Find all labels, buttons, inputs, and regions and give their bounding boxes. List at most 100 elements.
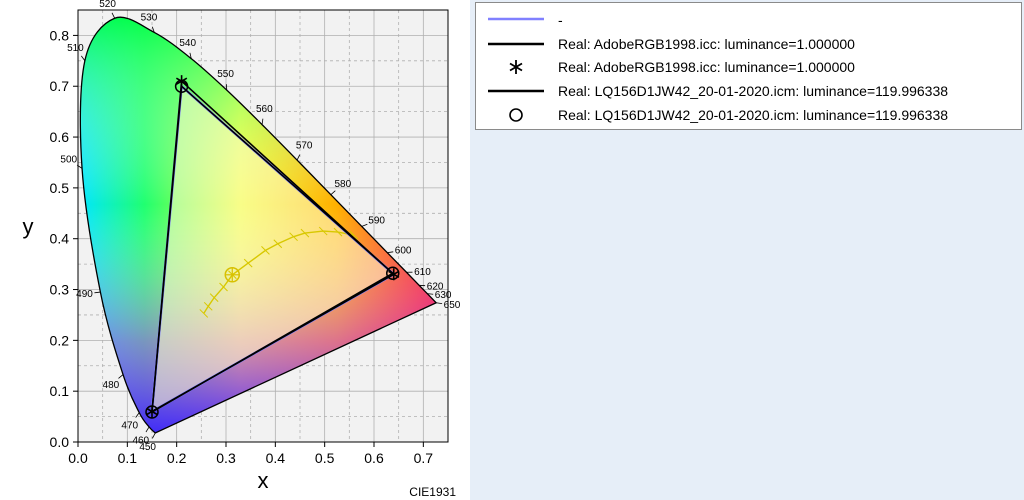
planckian-tick [243,258,253,268]
wavelength-tick [111,12,116,19]
wavelength-tick [296,154,301,161]
wavelength-label: 460 [132,436,149,447]
plot-frame [77,9,449,443]
planckian-tick [318,226,328,236]
legend-label: Real: AdobeRGB1998.icc: luminance=1.0000… [558,36,855,52]
blue-line-icon [488,17,544,21]
y-tick-label: 0.6 [50,129,70,145]
y-axis-label: y [23,214,34,239]
wavelength-label: 500 [60,154,77,165]
y-tick-label: 0.5 [50,180,70,196]
wavelength-tick [189,52,192,59]
wavelength-label: 490 [76,289,93,300]
wavelength-label: 470 [121,421,138,432]
legend-item-4: Real: LQ156D1JW42_20-01-2020.icm: lumina… [476,104,1021,126]
x-tick-label: 0.4 [266,450,286,466]
y-tick-label: 0.2 [50,332,70,348]
legend-label: Real: AdobeRGB1998.icc: luminance=1.0000… [558,59,855,75]
planckian-tick [289,232,298,242]
series-3 [151,84,394,414]
legend-label: - [558,12,563,28]
planckian-tick [209,293,219,303]
wavelength-label: 560 [256,104,273,115]
planckian-tick [273,239,283,249]
axes: 0.0 0.1 0.2 0.3 0.4 0.5 0.6 0.7 0.0 0.1 0.2 0.3 0.4 0… [50,27,434,466]
wavelength-tick [151,26,155,33]
wavelength-tick [330,190,336,195]
wavelength-label: 580 [334,179,351,190]
x-tick-label: 0.7 [414,450,434,466]
black-line-icon [488,42,544,46]
circle-marker [174,79,189,93]
y-tick-label: 0.0 [50,434,70,450]
star-marker [175,77,188,85]
wavelength-tick [80,55,86,61]
x-tick-label: 0.2 [167,450,187,466]
wavelength-tick [387,251,394,254]
y-tick-label: 0.7 [50,78,70,94]
wavelength-label: 650 [444,300,461,311]
wavelength-label: 520 [99,0,116,10]
legend-label: Real: LQ156D1JW42_20-01-2020.icm: lumina… [558,83,949,99]
series-4 [145,79,400,419]
gamut-fill [152,86,394,412]
planckian-tick [261,246,270,255]
wavelength-label: 510 [67,43,84,54]
spectral-locus-outline [79,16,438,434]
planckian-ticks [199,226,359,318]
wavelength-tick [361,223,368,227]
series-line [151,84,394,414]
legend-label: Real: LQ156D1JW42_20-01-2020.icm: lumina… [558,107,949,123]
x-tick-label: 0.6 [364,450,384,466]
wavelength-tick [135,412,140,418]
x-tick-label: 0.1 [118,450,138,466]
planckian-tick [219,282,228,292]
wavelength-label: 590 [368,216,385,227]
y-tick-label: 0.4 [50,231,70,247]
chart-footer: CIE1931 [409,485,456,499]
black-line-icon [488,89,544,93]
wavelength-tick [427,293,434,295]
wavelength-label: 530 [141,12,158,23]
x-tick-label: 0.5 [315,450,335,466]
star-marker [388,270,400,278]
legend-item-0: - [476,9,1021,31]
wavelength-label: 620 [427,281,444,292]
legend: - Real: AdobeRGB1998.icc: luminance=1.00… [475,2,1022,130]
wavelength-tick [261,118,264,125]
wavelength-tick [152,432,156,439]
wavelength-label: 540 [179,38,196,49]
legend-item-3: Real: LQ156D1JW42_20-01-2020.icm: lumina… [476,80,1021,102]
planckian-tick [300,228,310,238]
wavelength-label: 630 [435,290,452,301]
legend-item-2: Real: AdobeRGB1998.icc: luminance=1.0000… [476,56,1021,78]
star-marker-icon [509,60,523,74]
planckian-tick [349,230,359,240]
wavelength-tick [436,302,443,305]
legend-item-1: Real: AdobeRGB1998.icc: luminance=1.0000… [476,33,1021,55]
wavelength-tick [145,426,150,433]
circle-marker [385,266,400,281]
y-tick-label: 0.1 [50,383,70,399]
y-tick-label: 0.8 [50,27,70,43]
circle-marker-icon [509,108,523,122]
wavelength-tick [94,291,101,294]
wavelength-label: 600 [395,245,412,256]
chart-panel: 450 460 470 480 490 500 510 520 530 540 550 560 570 5… [0,0,470,500]
x-axis-label: x [258,468,269,493]
planckian-tick [333,227,343,237]
wavelength-label: 450 [139,442,156,453]
wavelength-label: 550 [217,69,234,80]
wavelength-tick [76,164,83,169]
wavelength-label: 610 [414,267,431,278]
circle-marker [145,405,159,419]
x-tick-label: 0.3 [216,450,236,466]
y-tick-label: 0.3 [50,282,70,298]
wavelength-label: 570 [296,141,313,152]
planckian-tick [199,309,209,318]
wavelength-tick [118,374,124,379]
planckian-tick [203,301,213,311]
x-tick-label: 0.0 [68,450,88,466]
